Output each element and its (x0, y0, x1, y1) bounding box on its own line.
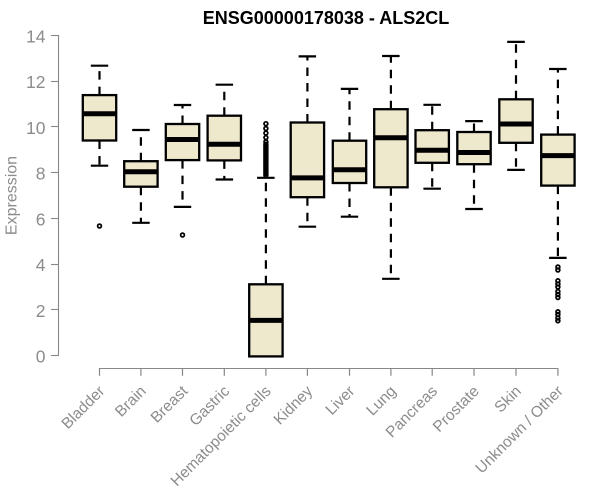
svg-text:ENSG00000178038 - ALS2CL: ENSG00000178038 - ALS2CL (203, 8, 449, 28)
svg-text:0: 0 (36, 347, 46, 367)
svg-text:Expression: Expression (4, 156, 21, 235)
svg-text:6: 6 (36, 209, 46, 229)
svg-text:2: 2 (36, 301, 46, 321)
svg-text:12: 12 (26, 72, 45, 92)
svg-text:4: 4 (36, 255, 46, 275)
svg-text:10: 10 (26, 118, 46, 138)
svg-text:8: 8 (36, 164, 46, 184)
svg-text:14: 14 (26, 27, 46, 47)
